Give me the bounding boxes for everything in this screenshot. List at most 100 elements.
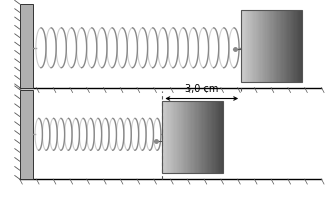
Bar — [187, 101, 188, 173]
Bar — [183, 101, 185, 173]
Bar — [287, 10, 289, 82]
Bar — [241, 10, 243, 82]
Bar — [272, 10, 273, 82]
Bar — [174, 101, 176, 173]
Bar — [165, 101, 166, 173]
Bar — [192, 101, 193, 173]
Bar — [195, 101, 197, 173]
Bar — [217, 101, 218, 173]
Bar — [212, 101, 214, 173]
Bar — [188, 101, 189, 173]
Bar — [172, 101, 174, 173]
Bar — [245, 10, 246, 82]
Bar — [269, 10, 271, 82]
Bar — [285, 10, 286, 82]
Bar — [260, 10, 262, 82]
Bar — [267, 10, 268, 82]
Bar — [20, 90, 33, 179]
Bar — [250, 10, 251, 82]
Bar — [221, 101, 222, 173]
Bar — [259, 10, 261, 82]
Bar — [171, 101, 173, 173]
Bar — [295, 10, 296, 82]
Bar — [290, 10, 291, 82]
Bar — [258, 10, 260, 82]
Bar — [292, 10, 294, 82]
Bar — [242, 10, 244, 82]
Bar — [210, 101, 211, 173]
Bar — [167, 101, 169, 173]
Bar — [262, 10, 263, 82]
Bar — [268, 10, 269, 82]
Bar — [243, 10, 245, 82]
Bar — [193, 101, 194, 173]
Bar — [199, 101, 200, 173]
Bar — [300, 10, 302, 82]
Bar — [222, 101, 223, 173]
Bar — [173, 101, 175, 173]
Bar — [279, 10, 280, 82]
Bar — [194, 101, 195, 173]
Bar — [280, 10, 281, 82]
Bar — [246, 10, 248, 82]
Bar — [169, 101, 170, 173]
Bar — [284, 10, 285, 82]
Bar — [257, 10, 258, 82]
Bar — [277, 10, 279, 82]
Bar — [162, 101, 164, 173]
Bar — [255, 10, 256, 82]
Bar — [196, 101, 198, 173]
Bar — [274, 10, 276, 82]
Bar — [185, 101, 187, 173]
Bar — [211, 101, 213, 173]
Bar — [265, 10, 267, 82]
Bar — [241, 10, 302, 82]
Bar — [286, 10, 288, 82]
Bar — [297, 10, 298, 82]
Bar — [189, 101, 191, 173]
Bar — [197, 101, 199, 173]
Bar — [273, 10, 274, 82]
Bar — [216, 101, 217, 173]
Bar — [270, 10, 272, 82]
Bar — [253, 10, 255, 82]
Text: 3,0 cm: 3,0 cm — [185, 84, 218, 94]
Bar — [299, 10, 301, 82]
Bar — [288, 10, 290, 82]
Bar — [178, 101, 180, 173]
Bar — [218, 101, 220, 173]
Bar — [182, 101, 183, 173]
Bar — [20, 4, 33, 88]
Bar — [184, 101, 186, 173]
Bar — [282, 10, 284, 82]
Bar — [205, 101, 206, 173]
Bar — [298, 10, 300, 82]
Bar — [202, 101, 204, 173]
Bar — [256, 10, 257, 82]
Bar — [166, 101, 168, 173]
Bar — [264, 10, 266, 82]
Bar — [204, 101, 205, 173]
Bar — [206, 101, 208, 173]
Bar — [176, 101, 177, 173]
Bar — [281, 10, 283, 82]
Bar — [201, 101, 203, 173]
Bar — [164, 101, 165, 173]
Bar — [291, 10, 292, 82]
Bar — [276, 10, 278, 82]
Bar — [247, 10, 249, 82]
Bar — [296, 10, 297, 82]
Bar — [219, 101, 221, 173]
Bar — [293, 10, 295, 82]
Bar — [213, 101, 215, 173]
Bar — [263, 10, 264, 82]
Bar — [200, 101, 201, 173]
Bar — [251, 10, 252, 82]
Bar — [252, 10, 254, 82]
Bar — [248, 10, 250, 82]
Bar — [170, 101, 171, 173]
Bar — [179, 101, 181, 173]
Bar — [207, 101, 209, 173]
Bar — [190, 101, 192, 173]
Bar — [275, 10, 277, 82]
